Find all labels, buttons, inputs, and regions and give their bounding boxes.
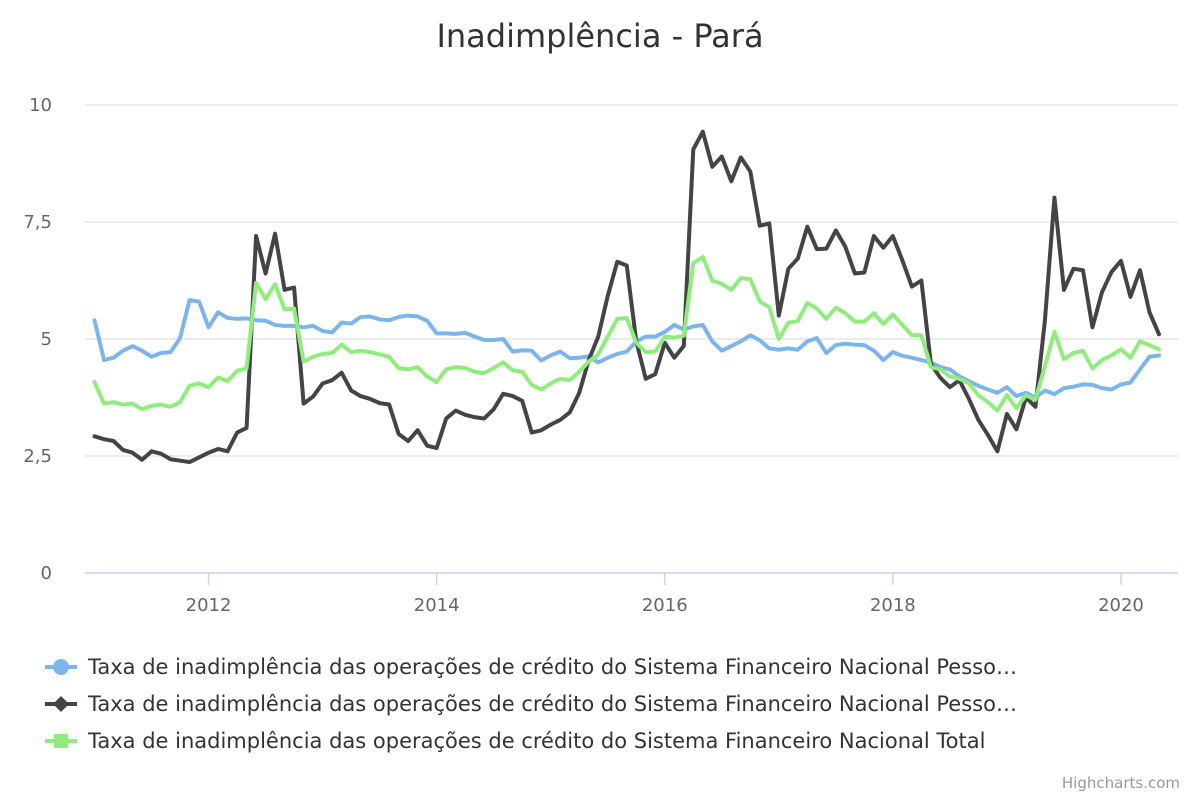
legend-circle-marker	[53, 659, 69, 675]
legend: Taxa de inadimplência das operações de c…	[45, 655, 1017, 753]
y-tick-label: 2,5	[23, 446, 52, 467]
legend-diamond-marker	[53, 696, 69, 712]
legend-square-marker	[54, 734, 68, 748]
x-tick-label: 2016	[642, 595, 688, 616]
series-group	[92, 129, 1161, 465]
y-axis: 0 2,5 5 7,5 10	[23, 95, 52, 584]
y-tick-label: 7,5	[23, 212, 52, 233]
chart-title: Inadimplência - Pará	[436, 17, 763, 55]
x-tick-label: 2020	[1098, 595, 1144, 616]
legend-label-2: Taxa de inadimplência das operações de c…	[87, 692, 1017, 716]
legend-label-1: Taxa de inadimplência das operações de c…	[87, 655, 1017, 679]
y-tick-label: 10	[29, 95, 52, 116]
legend-item-1[interactable]: Taxa de inadimplência das operações de c…	[45, 655, 1017, 679]
series-line-3	[92, 255, 1161, 413]
legend-item-2[interactable]: Taxa de inadimplência das operações de c…	[45, 692, 1017, 716]
y-tick-label: 0	[41, 563, 52, 584]
x-tick-label: 2018	[870, 595, 916, 616]
legend-label-3: Taxa de inadimplência das operações de c…	[87, 729, 985, 753]
x-tick-label: 2014	[414, 595, 460, 616]
series-line-2	[92, 129, 1161, 465]
x-axis: 2012 2014 2016 2018 2020	[85, 572, 1178, 616]
legend-item-3[interactable]: Taxa de inadimplência das operações de c…	[45, 729, 985, 753]
x-tick-label: 2012	[186, 595, 232, 616]
credits-link[interactable]: Highcharts.com	[1062, 774, 1180, 792]
series-line-1	[92, 298, 1161, 400]
y-tick-label: 5	[41, 329, 52, 350]
